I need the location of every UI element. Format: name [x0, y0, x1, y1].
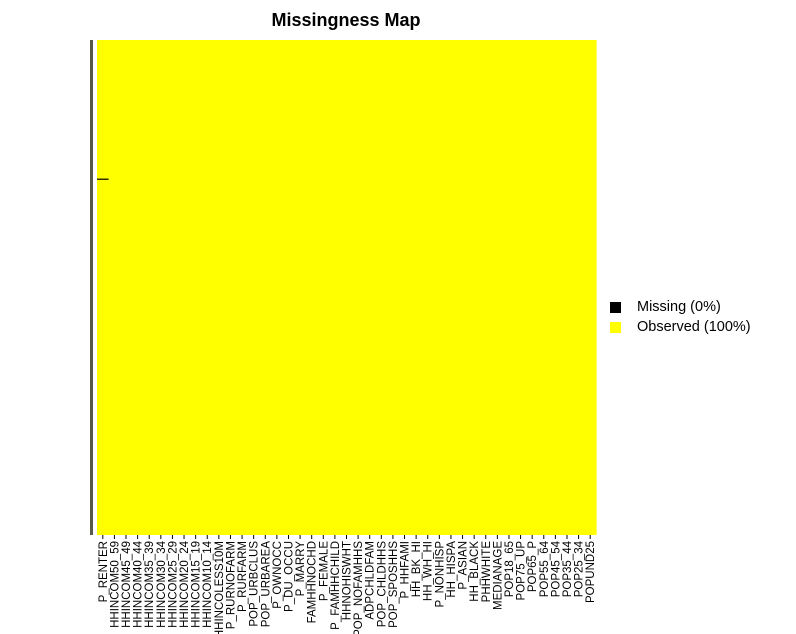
- x-tick-label: HH_HISPA: [446, 541, 458, 598]
- x-tick-label: POP25_34: [574, 540, 586, 597]
- heatmap-column-pop_sposhhs: [387, 40, 400, 535]
- x-tick-label: HHINCOM15_19: [191, 541, 203, 628]
- legend-label-observed: Observed (100%): [637, 319, 751, 335]
- legend-swatch-observed: [610, 321, 621, 333]
- x-tick-label: POP35_44: [562, 540, 574, 597]
- heatmap-column-p_female: [317, 40, 330, 535]
- x-tick-label: POP_NOFAMHHS: [353, 541, 365, 634]
- x-axis: P_RENTER HHINCOM50_59 HHINCOM45_49 HHINCOM4…: [98, 535, 597, 634]
- heatmap-column-pop35_44: [561, 40, 574, 535]
- x-tick-label: POP45_54: [550, 540, 562, 597]
- heatmap-column-popund25: [584, 40, 597, 535]
- x-tick-label: P_DU_OCCU: [283, 541, 295, 612]
- x-tick-label: HHINCOM35_39: [144, 541, 156, 628]
- x-tick-label: ADPCHLDFAM: [365, 541, 377, 620]
- heatmap-column-hhincom35_39: [143, 40, 156, 535]
- x-tick-label: PHHWHITE: [481, 541, 493, 603]
- x-tick-label: P_FAMHHCHILD: [330, 541, 342, 630]
- heatmap-column-p_renter: [97, 40, 110, 535]
- heatmap-column-hh_wh_hi: [421, 40, 435, 535]
- x-tick-label: HHNOHISWHT: [342, 541, 354, 620]
- heatmap-column-hhincom40_44: [131, 40, 145, 535]
- heatmap-column-pop_nofamhhs: [352, 40, 365, 535]
- x-tick-label: P_MARRY: [295, 541, 307, 597]
- x-tick-label: POP_SPOSHHS: [388, 541, 400, 628]
- x-tick-label: P_RURNOFARM: [225, 541, 237, 629]
- heatmap-column-hh_bk_hi: [410, 40, 423, 535]
- heatmap-column-pop_chldhhs: [375, 40, 388, 535]
- x-tick-label: P_RENTER: [98, 541, 110, 602]
- x-tick-label: HHINCOM10_14: [202, 540, 214, 628]
- heatmap-column-hhincom25_29: [166, 40, 179, 535]
- x-tick-label: HHINCOLESS10M: [214, 541, 226, 634]
- heatmap-column-famhhnochd: [305, 40, 319, 535]
- legend-swatch-missing: [610, 301, 621, 313]
- heatmap-column-p_hhfami: [398, 40, 411, 535]
- heatmap-column-hhincom15_19: [189, 40, 203, 535]
- heatmap-column-p_rurfarm: [236, 40, 249, 535]
- heatmap-column-pop25_34: [572, 40, 585, 535]
- chart-title: Missingness Map: [271, 10, 421, 30]
- heatmap-column-hhincom30_34: [155, 40, 168, 535]
- heatmap-column-hh_black: [468, 40, 481, 535]
- heatmap-column-pop_urbarea: [259, 40, 272, 535]
- heatmap-column-hhincom20_24: [178, 40, 191, 535]
- heatmap-column-p_rurnofarm: [224, 40, 237, 535]
- heatmap-column-p_nonhisp: [433, 40, 446, 535]
- x-tick-label: HH_WH_HI: [423, 541, 435, 601]
- heatmap-column-p_famhhchild: [329, 40, 342, 535]
- legend-label-missing: Missing (0%): [637, 299, 721, 315]
- heatmap-column-p_marry: [294, 40, 307, 535]
- x-tick-label: HHINCOM40_44: [133, 540, 145, 628]
- x-tick-label: POP_CHLDHHS: [376, 541, 388, 628]
- x-tick-label: P_OWNOCC: [272, 541, 284, 609]
- heatmap-column-p_asian: [456, 40, 469, 535]
- heatmap-column-pop65_p: [526, 40, 539, 535]
- x-tick-label: P_HHFAMI: [400, 541, 412, 599]
- x-tick-label: POP75_UP: [516, 541, 528, 601]
- x-tick-label: HHINCOM50_59: [109, 541, 121, 628]
- x-tick-label: POP65_P: [527, 541, 539, 592]
- x-tick-label: P_FEMALE: [318, 541, 330, 601]
- legend-item-missing: Missing (0%): [610, 298, 721, 316]
- heatmap-column-hhincom50_59: [108, 40, 121, 535]
- heatmap-columns: [90, 40, 597, 535]
- missing-marks: [97, 178, 109, 180]
- x-tick-label: HHINCOM20_24: [179, 540, 191, 628]
- x-tick-label: FAMHHNOCHD: [307, 541, 319, 623]
- x-tick-label: HHINCOM45_49: [121, 541, 133, 628]
- x-tick-label: HHINCOM30_34: [156, 540, 168, 628]
- heatmap-column-hhnohiswht: [340, 40, 353, 535]
- x-tick-label: POP18_65: [504, 541, 516, 597]
- x-tick-label: POP_URBCLUS: [249, 541, 261, 627]
- x-tick-label: P_ASIAN: [458, 541, 470, 590]
- row-edge-strip: [90, 40, 93, 535]
- heatmap-column-medianage: [491, 40, 504, 535]
- heatmap-column-phhwhite: [479, 40, 493, 535]
- x-tick-label: POP_URBAREA: [260, 541, 272, 628]
- heatmap-column-adpchldfam: [363, 40, 377, 535]
- x-tick-label: P_NONHISP: [434, 541, 446, 608]
- missing-cell-mark: [97, 178, 109, 180]
- heatmap-column-hhincoless10m: [213, 40, 226, 535]
- heatmap-column-p_du_occu: [282, 40, 295, 535]
- heatmap-column-pop_urbclus: [247, 40, 261, 535]
- heatmap-column-pop45_54: [549, 40, 562, 535]
- heatmap-column-pop75_up: [514, 40, 527, 535]
- x-tick-label: P_RURFARM: [237, 541, 249, 612]
- x-tick-label: HH_BK_HI: [411, 541, 423, 597]
- x-tick-label: POP55_64: [539, 540, 551, 597]
- x-tick-label: MEDIANAGE: [492, 541, 504, 610]
- heatmap-column-hhincom45_49: [120, 40, 133, 535]
- heatmap-column-hhincom10_14: [201, 40, 214, 535]
- x-tick-label: HH_BLACK: [469, 541, 481, 602]
- legend-item-observed: Observed (100%): [610, 318, 751, 336]
- x-tick-label: POPUND25: [585, 541, 597, 603]
- x-tick-label: HHINCOM25_29: [167, 541, 179, 628]
- heatmap-column-hh_hispa: [445, 40, 458, 535]
- heatmap-column-pop18_65: [503, 40, 516, 535]
- heatmap-column-pop55_64: [537, 40, 551, 535]
- heatmap-column-p_ownocc: [271, 40, 284, 535]
